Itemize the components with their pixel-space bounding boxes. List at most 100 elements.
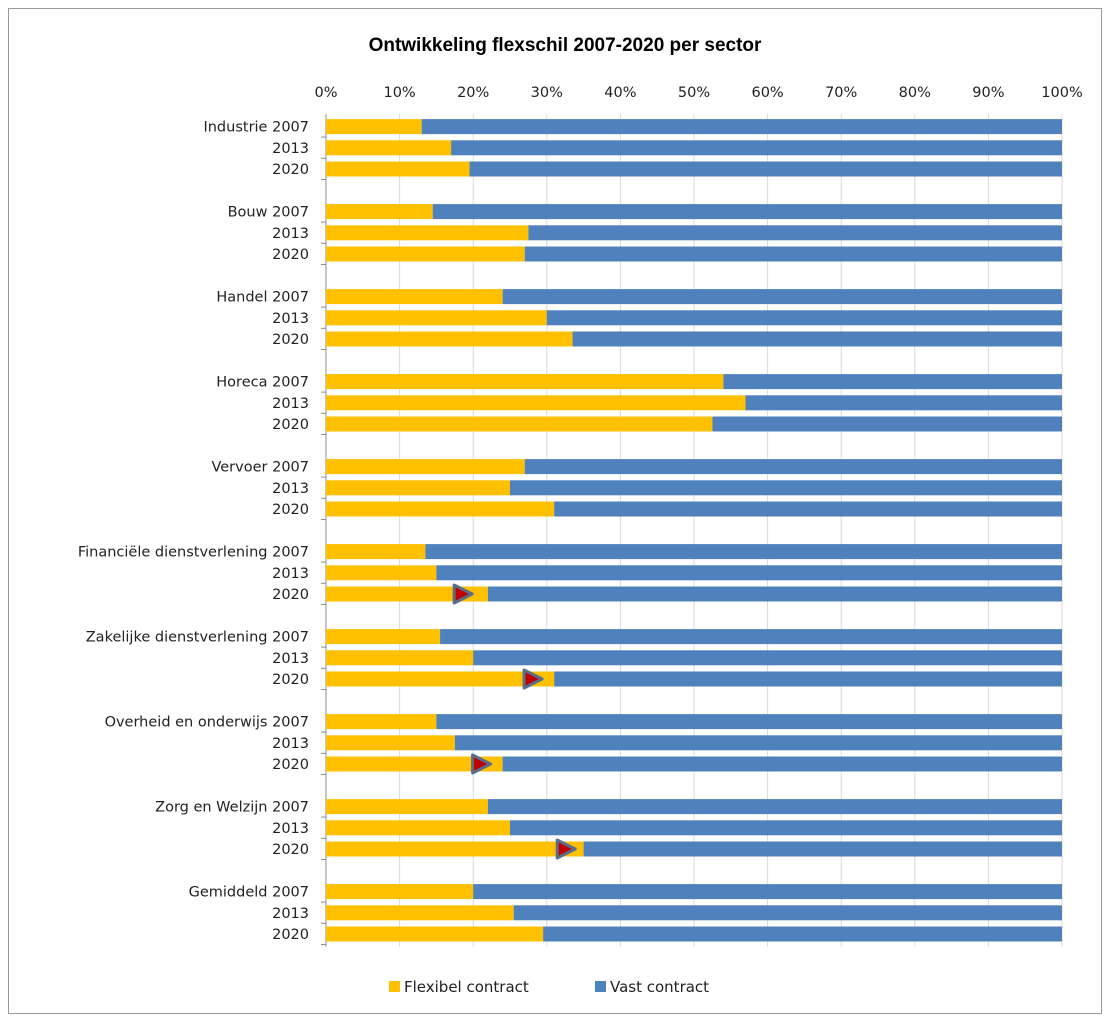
triangle-marker — [452, 583, 474, 605]
bar-vast — [436, 565, 1062, 581]
bar-flexibel — [326, 225, 529, 241]
bar-flexibel — [326, 820, 510, 836]
bar-flexibel — [326, 161, 470, 177]
x-tick-label: 40% — [604, 85, 636, 101]
bar-flexibel — [326, 756, 503, 772]
category-label: Financiële dienstverlening 2007 — [78, 545, 309, 561]
bar-vast — [425, 544, 1062, 560]
x-tick-label: 30% — [531, 85, 563, 101]
category-label: 2020 — [272, 672, 309, 688]
bar-vast — [502, 756, 1062, 772]
category-label: Zakelijke dienstverlening 2007 — [86, 630, 309, 646]
category-label: 2020 — [272, 162, 309, 178]
legend-label: Flexibel contract — [404, 978, 529, 996]
bar-vast — [502, 289, 1062, 305]
bar-vast — [745, 395, 1062, 411]
bar-vast — [524, 459, 1062, 475]
x-tick-label: 80% — [899, 85, 931, 101]
bar-flexibel — [326, 416, 713, 432]
bar-flexibel — [326, 905, 514, 921]
bar-flexibel — [326, 565, 437, 581]
bar-vast — [440, 629, 1063, 645]
bar-flexibel — [326, 501, 555, 517]
category-label: 2020 — [272, 247, 309, 263]
bar-layer — [326, 119, 1063, 942]
bar-vast — [487, 586, 1062, 602]
bar-flexibel — [326, 544, 426, 560]
category-label: 2013 — [272, 566, 309, 582]
chart-svg: Ontwikkeling flexschil 2007-2020 per sec… — [78, 35, 1083, 996]
x-tick-label: 100% — [1041, 85, 1082, 101]
bar-flexibel — [326, 735, 455, 751]
bar-flexibel — [326, 310, 547, 326]
bar-vast — [487, 799, 1062, 815]
category-label: Vervoer 2007 — [211, 460, 309, 476]
bar-vast — [510, 480, 1062, 496]
bar-vast — [451, 140, 1062, 156]
bar-flexibel — [326, 395, 746, 411]
bar-vast — [554, 671, 1062, 687]
bar-flexibel — [326, 884, 474, 900]
chart-title: Ontwikkeling flexschil 2007-2020 per sec… — [369, 35, 762, 56]
category-label: 2020 — [272, 757, 309, 773]
bar-flexibel — [326, 650, 474, 666]
category-label: Overheid en onderwijs 2007 — [105, 715, 309, 731]
category-label: Horeca 2007 — [216, 375, 309, 391]
x-tick-label: 50% — [678, 85, 710, 101]
category-label: Zorg en Welzijn 2007 — [155, 800, 309, 816]
bar-flexibel — [326, 714, 437, 730]
legend-label: Vast contract — [610, 978, 709, 996]
marker-layer — [452, 583, 577, 860]
bar-vast — [432, 204, 1063, 220]
bar-flexibel — [326, 119, 422, 135]
category-label: 2020 — [272, 332, 309, 348]
bar-flexibel — [326, 926, 544, 942]
category-label: 2013 — [272, 906, 309, 922]
category-label: 2020 — [272, 842, 309, 858]
category-label: 2013 — [272, 481, 309, 497]
bar-vast — [723, 374, 1062, 390]
category-label: 2013 — [272, 226, 309, 242]
category-label: 2013 — [272, 736, 309, 752]
bar-vast — [554, 501, 1062, 517]
bar-flexibel — [326, 246, 525, 262]
category-label: Handel 2007 — [216, 290, 309, 306]
x-tick-label: 60% — [751, 85, 783, 101]
bar-flexibel — [326, 140, 452, 156]
category-label: 2013 — [272, 651, 309, 667]
bar-flexibel — [326, 331, 573, 347]
category-label: 2013 — [272, 821, 309, 837]
bar-flexibel — [326, 629, 441, 645]
bar-vast — [473, 650, 1062, 666]
bar-vast — [454, 735, 1062, 751]
category-label: 2020 — [272, 502, 309, 518]
category-label: 2013 — [272, 311, 309, 327]
bar-flexibel — [326, 799, 488, 815]
bar-flexibel — [326, 459, 525, 475]
category-label-layer: Industrie 2007 2013 2020 Bouw 2007 2013 2020 H… — [78, 120, 309, 943]
bar-vast — [583, 841, 1062, 857]
bar-vast — [712, 416, 1062, 432]
bar-flexibel — [326, 671, 555, 687]
triangle-marker — [471, 753, 493, 775]
bar-flexibel — [326, 289, 503, 305]
bar-vast — [572, 331, 1062, 347]
triangle-marker — [522, 668, 544, 690]
bar-flexibel — [326, 204, 433, 220]
bar-vast — [469, 161, 1062, 177]
category-label: 2013 — [272, 141, 309, 157]
x-tick-label: 70% — [825, 85, 857, 101]
category-label: 2020 — [272, 417, 309, 433]
category-label: Gemiddeld 2007 — [189, 885, 309, 901]
bar-vast — [436, 714, 1062, 730]
x-tick-label: 90% — [972, 85, 1004, 101]
tick-layer: 0% 10% 20% 30% 40% 50% 60% 70% 80% 90% 100% — [314, 85, 1082, 101]
bar-vast — [543, 926, 1062, 942]
category-label: 2020 — [272, 587, 309, 603]
bar-vast — [510, 820, 1062, 836]
legend-swatch — [389, 981, 400, 992]
triangle-marker — [555, 838, 577, 860]
bar-vast — [421, 119, 1062, 135]
bar-vast — [524, 246, 1062, 262]
category-label: 2013 — [272, 396, 309, 412]
